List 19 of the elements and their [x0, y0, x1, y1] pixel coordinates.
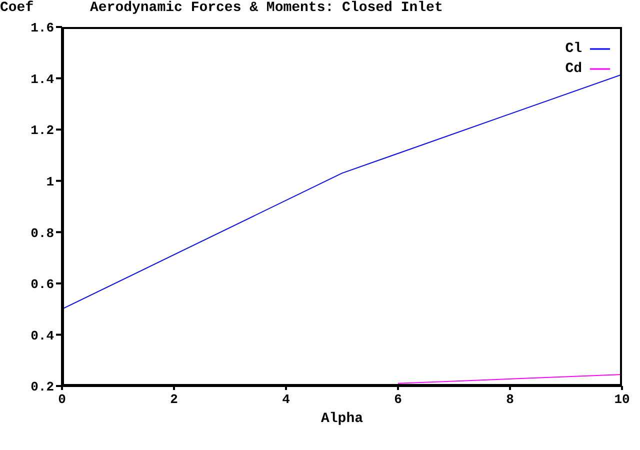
- x-tick-label: 2: [170, 392, 178, 408]
- y-tick-label: 0.6: [30, 277, 54, 292]
- x-tick-label: 4: [282, 392, 290, 408]
- x-tick-label: 8: [506, 392, 514, 408]
- y-tick-label: 1.6: [30, 20, 54, 36]
- y-tick-label: 1: [46, 174, 54, 190]
- y-tick-label: 0.8: [30, 226, 54, 241]
- x-tick-label: 0: [58, 392, 66, 408]
- x-tick-label: 10: [614, 392, 630, 408]
- legend-label: Cd: [565, 61, 582, 77]
- y-axis-title: Coef: [0, 0, 34, 16]
- x-axis-title: Alpha: [320, 411, 364, 427]
- y-tick-label: 0.4: [30, 328, 54, 344]
- y-tick-label: 1.2: [30, 123, 54, 138]
- chart-title: Aerodynamic Forces & Moments: Closed Inlet: [90, 0, 443, 16]
- y-tick-label: 0.2: [30, 380, 54, 395]
- x-tick-label: 6: [394, 392, 402, 408]
- y-tick-label: 1.4: [30, 72, 54, 87]
- legend-label: Cl: [565, 41, 582, 57]
